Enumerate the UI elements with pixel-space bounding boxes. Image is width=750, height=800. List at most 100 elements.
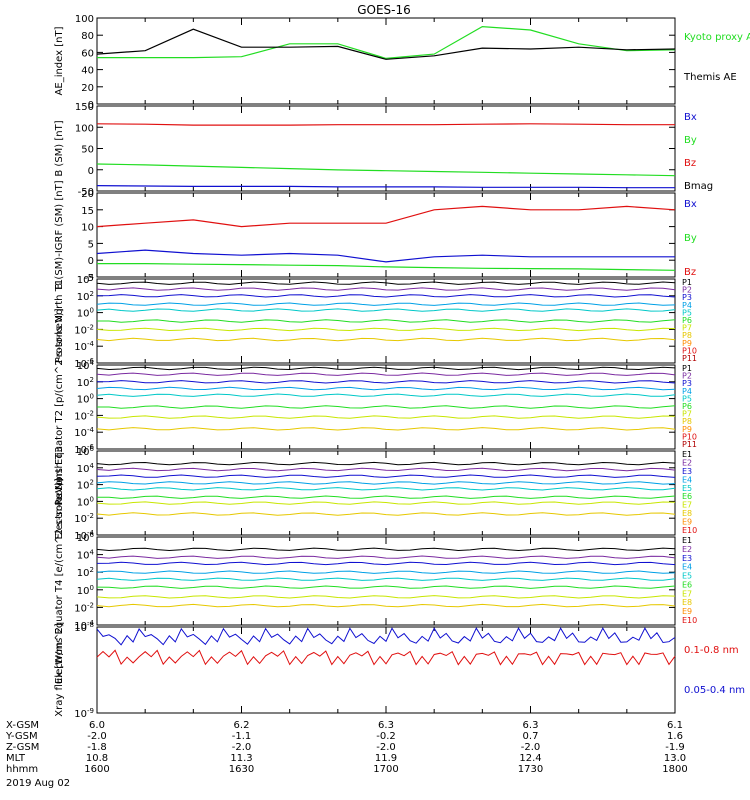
y-tick-label: 100 [77, 495, 94, 508]
y-tick-label: 10-9 [74, 707, 94, 720]
legend-entry: By [684, 233, 697, 244]
footer-cell: 1.6 [667, 731, 683, 742]
y-tick-label: 10-4 [74, 619, 94, 632]
channel-line [96, 570, 676, 574]
channel-label: E7 [682, 501, 692, 510]
y-axis-label: Protons North T1 [54, 279, 65, 363]
channel-label: E5 [682, 484, 692, 493]
footer-cell: 10.8 [86, 753, 108, 764]
y-axis-label: Xray flux [W/m^2] [54, 623, 65, 717]
channel-line [96, 481, 676, 485]
channel-label: E2 [682, 545, 692, 554]
channel-line [96, 415, 676, 419]
y-tick-label: 100 [77, 307, 94, 320]
footer-cell: 13.0 [664, 753, 686, 764]
footer-cell: -0.2 [376, 731, 396, 742]
channel-line [97, 495, 676, 499]
channel-label: P6 [682, 316, 692, 325]
legend-entry: Kyoto proxy AE [684, 32, 750, 43]
channel-line [96, 487, 676, 491]
channel-line [96, 512, 676, 516]
y-tick-label: 104 [77, 359, 95, 372]
channel-label: P1 [682, 364, 692, 373]
y-tick-label: 10 [81, 223, 94, 234]
y-tick-label: 100 [75, 14, 94, 25]
channel-label: P9 [682, 425, 692, 434]
channel-label: E2 [682, 458, 692, 467]
channel-line [97, 319, 676, 323]
y-tick-label: 106 [77, 531, 95, 544]
channel-label: E8 [682, 509, 692, 518]
channel-line [96, 380, 676, 384]
y-tick-label: 0 [88, 256, 94, 267]
footer-cell: -2.0 [87, 731, 107, 742]
xray-series [96, 649, 676, 666]
channel-label: E1 [682, 536, 692, 545]
y-axis-label: Electrons Equator T4 [e/(cm^2-s-sr-keV)] [54, 478, 65, 684]
y-tick-label: 80 [81, 31, 94, 42]
footer-row-label: X-GSM [6, 720, 39, 731]
series-line-bz [96, 205, 676, 228]
footer-cell: 6.3 [378, 720, 394, 731]
footer-cell: -1.8 [87, 742, 107, 753]
channel-label: P5 [682, 308, 692, 317]
channel-line [96, 337, 676, 342]
panel-8: 10-8 10-9 Xray flux [W/m^2] 0.1-0.8 nm 0.05-… [54, 621, 745, 720]
channel-line [96, 427, 676, 431]
panel-frame [96, 364, 676, 450]
footer-cell: 1600 [84, 764, 109, 775]
y-tick-label: 106 [77, 445, 95, 458]
y-tick-label: 10-8 [74, 621, 94, 634]
y-tick-label: 150 [75, 102, 94, 113]
channel-line [96, 501, 676, 505]
channel-line [96, 467, 676, 472]
footer-row-label: Z-GSM [6, 742, 39, 753]
footer-row-label: MLT [6, 753, 26, 764]
y-tick-label: 20 [81, 189, 94, 200]
y-tick-label: 15 [81, 206, 94, 217]
channel-label: E3 [682, 467, 692, 476]
footer-cell: -1.9 [665, 742, 685, 753]
channel-line [96, 287, 676, 291]
series-line-bx [96, 249, 675, 263]
channel-line [96, 547, 676, 552]
footer-cell: -2.0 [232, 742, 252, 753]
legend-entry: 0.05-0.4 nm [684, 685, 745, 696]
channel-label: E9 [682, 607, 692, 616]
footer-cell: 11.3 [230, 753, 252, 764]
channel-label: E4 [682, 475, 692, 484]
channel-line [96, 294, 676, 298]
y-tick-label: 10-2 [74, 323, 94, 336]
channel-label: P11 [682, 440, 697, 449]
y-tick-label: 10-2 [74, 601, 94, 614]
panel-frame [96, 17, 676, 105]
channel-line [96, 372, 676, 376]
panel-6: 106 104 102 100 10-2 10-4 Electrons North T3 E1… [54, 445, 697, 542]
channel-label: P11 [682, 354, 697, 363]
channel-label: E10 [682, 526, 697, 535]
channel-label: P7 [682, 410, 692, 419]
footer-cell: 6.3 [523, 720, 539, 731]
panel-1: 100 80 60 40 20 0 AE_index [nT] Kyoto proxy AE T… [54, 14, 750, 111]
y-axis-label: Electrons North T3 [54, 446, 65, 539]
channel-label: P2 [682, 286, 692, 295]
channel-label: P1 [682, 278, 692, 287]
series-line-bz [96, 123, 675, 126]
y-tick-label: 104 [77, 462, 95, 475]
panel-frame [96, 278, 676, 364]
channel-label: E4 [682, 563, 692, 572]
channel-label: P9 [682, 339, 692, 348]
y-tick-label: 60 [81, 48, 94, 59]
footer-cell: 1800 [662, 764, 687, 775]
channel-label: P8 [682, 417, 692, 426]
footer-cell: 11.9 [375, 753, 397, 764]
series-line-kyoto-proxy-ae [97, 25, 676, 60]
channel-line [96, 281, 676, 285]
y-tick-label: 10-4 [74, 426, 94, 439]
channel-line [96, 461, 676, 466]
y-tick-label: 102 [77, 566, 94, 579]
channel-label: E7 [682, 589, 692, 598]
series-line-by [96, 163, 676, 177]
